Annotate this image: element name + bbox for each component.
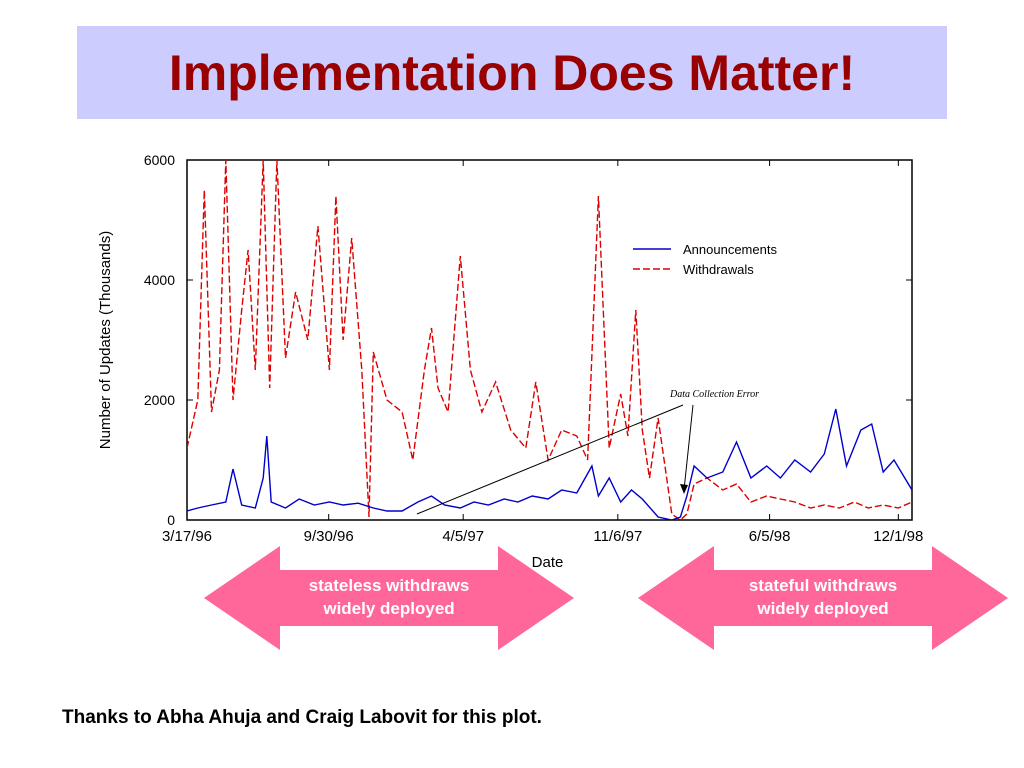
left-arrow-label-line2: widely deployed	[323, 599, 455, 618]
x-axis-label: Date	[532, 554, 564, 571]
left-double-arrow	[204, 546, 574, 650]
y-tick-label: 2000	[144, 392, 175, 408]
y-tick-label: 0	[167, 512, 175, 528]
x-tick-label: 12/1/98	[873, 528, 923, 545]
left-arrow-label: stateless withdraws widely deployed	[280, 574, 498, 620]
y-axis-label: Number of Updates (Thousands)	[97, 231, 114, 449]
series-line-announcements	[187, 408, 912, 520]
annotation-arrowhead	[680, 484, 688, 494]
legend-label-announcements: Announcements	[683, 242, 777, 257]
y-tick-label: 6000	[144, 152, 175, 168]
legend-label-withdrawals: Withdrawals	[683, 262, 754, 277]
right-double-arrow	[638, 546, 1008, 650]
title-banner: Implementation Does Matter!	[77, 26, 947, 119]
series-line-withdrawals	[187, 160, 912, 520]
slide-title: Implementation Does Matter!	[168, 44, 856, 101]
x-tick-label: 6/5/98	[749, 528, 791, 545]
annotation-label: Data Collection Error	[669, 389, 759, 400]
x-tick-label: 9/30/96	[304, 528, 354, 545]
x-tick-label: 11/6/97	[593, 528, 642, 545]
right-arrow-label-line1: stateful withdraws	[748, 576, 898, 595]
left-arrow-label-line1: stateless withdraws	[308, 576, 470, 595]
annotation-arrow-line	[683, 404, 694, 491]
right-arrow-label: stateful withdraws widely deployed	[714, 574, 932, 620]
right-arrow-label-line2: widely deployed	[757, 599, 889, 618]
annotation-leader-line	[416, 404, 684, 515]
x-tick-label: 3/17/96	[162, 528, 212, 545]
credit-text: Thanks to Abha Ahuja and Craig Labovit f…	[62, 707, 542, 728]
x-tick-label: 4/5/97	[442, 528, 484, 545]
y-tick-label: 4000	[144, 272, 175, 288]
